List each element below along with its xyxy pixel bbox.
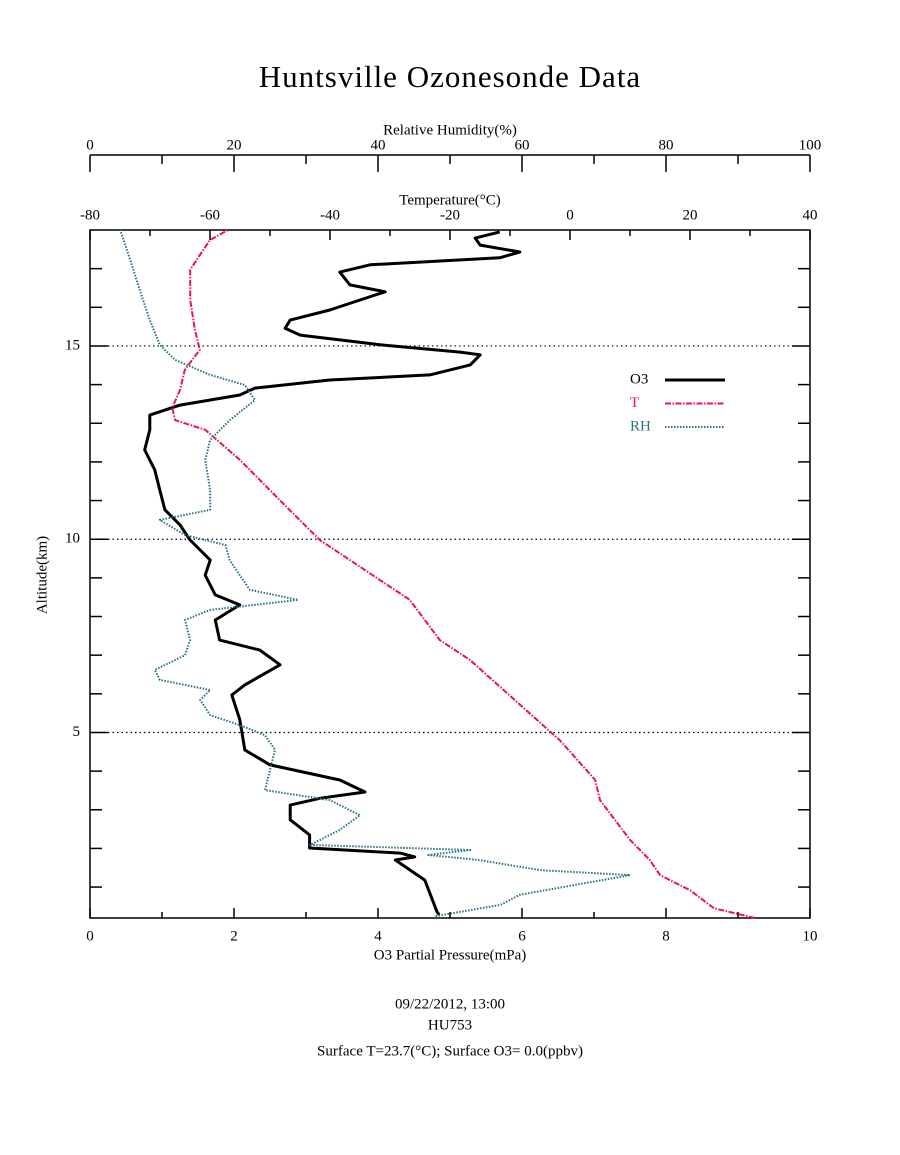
x-tick-label: 10 — [803, 928, 818, 944]
x-tick-label: 2 — [230, 928, 238, 944]
x3-tick-label: 0 — [86, 137, 94, 153]
temperature-axis-label: Temperature(°C) — [399, 192, 501, 208]
y-tick-label: 10 — [65, 531, 80, 547]
legend-label: T — [630, 395, 639, 411]
legend-label: O3 — [630, 371, 648, 387]
profile-line — [171, 229, 756, 919]
x-tick-label: 8 — [662, 928, 670, 944]
chart-title: Huntsville Ozonesonde Data — [259, 59, 641, 94]
y-tick-label: 15 — [65, 337, 80, 353]
x-tick-label: 0 — [86, 928, 94, 944]
x3-tick-label: 100 — [799, 137, 822, 153]
x3-tick-label: 20 — [227, 137, 242, 153]
y-axis-label: Altitude(km) — [34, 536, 50, 614]
plot-frame — [89, 229, 811, 919]
x3-tick-label: 80 — [659, 137, 674, 153]
x-tick-label: 4 — [374, 928, 382, 944]
profile-line — [143, 230, 522, 916]
x3-tick-label: 40 — [371, 137, 386, 153]
profile-line — [119, 229, 631, 918]
x2-tick-label: -60 — [200, 207, 220, 223]
x2-tick-label: 20 — [683, 207, 698, 223]
footer-line: 09/22/2012, 13:00 — [395, 996, 505, 1012]
y-tick-label: 5 — [73, 724, 81, 740]
x2-tick-label: 40 — [803, 207, 818, 223]
x2-tick-label: 0 — [566, 207, 574, 223]
x3-tick-label: 60 — [515, 137, 530, 153]
x2-tick-label: -20 — [440, 207, 460, 223]
footer-line: Surface T=23.7(°C); Surface O3= 0.0(ppbv… — [317, 1043, 583, 1059]
x2-tick-label: -80 — [80, 207, 100, 223]
o3-axis-label: O3 Partial Pressure(mPa) — [374, 947, 526, 963]
x-tick-label: 6 — [518, 928, 526, 944]
footer-line: HU753 — [428, 1017, 472, 1033]
rh-axis-label: Relative Humidity(%) — [383, 122, 517, 138]
x2-tick-label: -40 — [320, 207, 340, 223]
legend-label: RH — [630, 418, 651, 434]
